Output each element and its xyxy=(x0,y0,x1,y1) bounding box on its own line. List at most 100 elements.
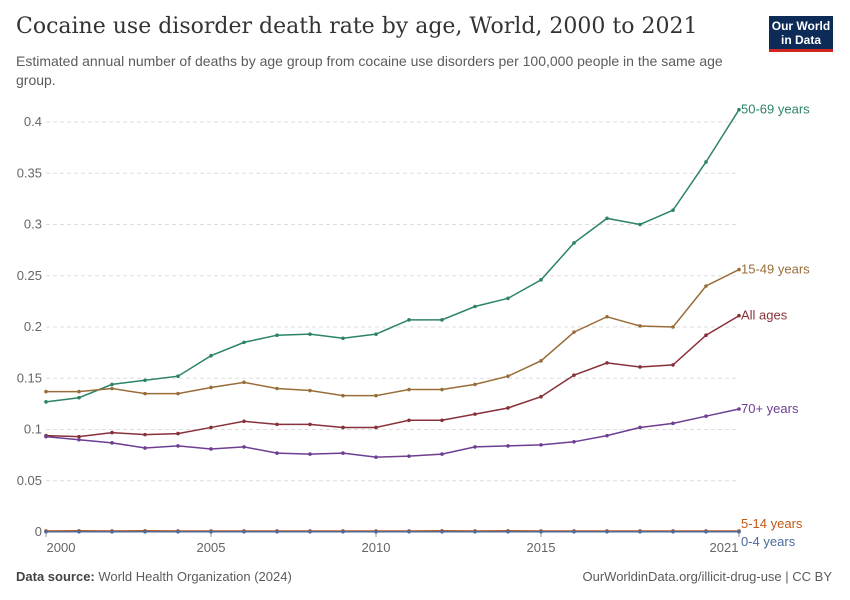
data-point xyxy=(176,374,180,379)
series-line xyxy=(45,109,740,403)
data-point xyxy=(473,529,477,534)
series-line xyxy=(46,268,740,397)
series-label: 50-69 years xyxy=(741,102,810,117)
data-point xyxy=(572,241,576,245)
data-point xyxy=(638,425,642,430)
series-label: 70+ years xyxy=(741,401,799,416)
x-tick-label: 2000 xyxy=(47,540,76,555)
data-point xyxy=(242,419,246,424)
data-point xyxy=(77,437,81,442)
data-point xyxy=(176,444,180,448)
data-point xyxy=(737,267,741,272)
data-point xyxy=(704,284,708,288)
data-point xyxy=(671,325,675,329)
y-tick-label: 0.15 xyxy=(17,370,42,385)
x-tick-label: 2021 xyxy=(710,540,739,555)
data-point xyxy=(341,529,345,534)
data-point xyxy=(737,407,741,411)
source-label: Data source: xyxy=(16,569,95,584)
data-point xyxy=(671,529,675,534)
data-point xyxy=(605,216,609,221)
data-point xyxy=(737,313,741,318)
data-point xyxy=(572,373,576,377)
data-point xyxy=(539,359,543,363)
license-link[interactable]: OurWorldinData.org/illicit-drug-use | CC… xyxy=(582,569,833,584)
data-point xyxy=(341,425,345,430)
data-point xyxy=(44,434,48,439)
data-point xyxy=(539,529,543,534)
data-point xyxy=(44,389,48,394)
data-point xyxy=(275,333,279,338)
data-point xyxy=(737,107,741,112)
data-point xyxy=(110,441,114,445)
data-point xyxy=(638,365,642,369)
data-point xyxy=(605,529,609,534)
chart-subtitle: Estimated annual number of deaths by age… xyxy=(16,53,723,88)
data-point xyxy=(44,529,48,534)
data-point xyxy=(242,340,246,345)
series-label: 0-4 years xyxy=(741,534,796,549)
data-point xyxy=(77,395,81,400)
data-point xyxy=(176,529,180,534)
series-label: All ages xyxy=(741,308,788,323)
data-point xyxy=(473,382,477,387)
data-point xyxy=(275,386,279,391)
x-tick-label: 2015 xyxy=(527,540,556,555)
data-point xyxy=(704,160,708,164)
data-point xyxy=(110,382,114,387)
y-tick-label: 0.05 xyxy=(17,473,42,488)
y-tick-label: 0.25 xyxy=(17,268,42,283)
data-point xyxy=(638,529,642,534)
data-point xyxy=(209,447,213,451)
data-point xyxy=(308,332,312,336)
data-point xyxy=(110,529,114,534)
data-point xyxy=(341,451,345,455)
data-point xyxy=(341,393,345,398)
data-point xyxy=(275,529,279,534)
data-point xyxy=(242,380,246,385)
data-point xyxy=(506,374,510,379)
series-label: 15-49 years xyxy=(741,262,810,277)
data-point xyxy=(539,394,543,399)
y-tick-label: 0.1 xyxy=(24,422,42,437)
data-point xyxy=(143,446,147,450)
y-tick-label: 0.3 xyxy=(24,217,42,232)
data-point xyxy=(407,418,411,423)
data-point xyxy=(506,296,510,301)
data-point xyxy=(242,445,246,449)
data-point xyxy=(704,333,708,338)
data-point xyxy=(143,391,147,396)
data-point xyxy=(110,386,114,391)
data-point xyxy=(407,318,411,322)
data-point xyxy=(671,421,675,426)
series-label: 5-14 years xyxy=(741,516,803,531)
data-point xyxy=(440,452,444,456)
chart-title: Cocaine use disorder death rate by age, … xyxy=(16,14,698,39)
data-point xyxy=(572,529,576,534)
data-point xyxy=(440,318,444,322)
data-point xyxy=(308,452,312,456)
data-point xyxy=(671,363,675,367)
data-point xyxy=(176,431,180,436)
data-source: Data source: World Health Organization (… xyxy=(16,569,292,584)
y-tick-label: 0.35 xyxy=(17,165,42,180)
owid-logo[interactable]: Our World in Data xyxy=(769,16,833,52)
data-point xyxy=(704,529,708,534)
data-point xyxy=(44,400,48,404)
series-line xyxy=(45,315,740,438)
data-point xyxy=(209,353,213,358)
data-point xyxy=(341,336,345,341)
data-point xyxy=(374,425,378,430)
data-point xyxy=(143,378,147,383)
data-point xyxy=(506,406,510,410)
data-point xyxy=(143,432,147,437)
data-point xyxy=(638,222,642,227)
series-line xyxy=(45,408,740,458)
data-point xyxy=(374,393,378,398)
data-point xyxy=(275,451,279,455)
data-point xyxy=(143,529,147,534)
data-point xyxy=(473,412,477,416)
data-point xyxy=(605,361,609,365)
data-point xyxy=(671,208,675,212)
data-point xyxy=(308,388,312,393)
